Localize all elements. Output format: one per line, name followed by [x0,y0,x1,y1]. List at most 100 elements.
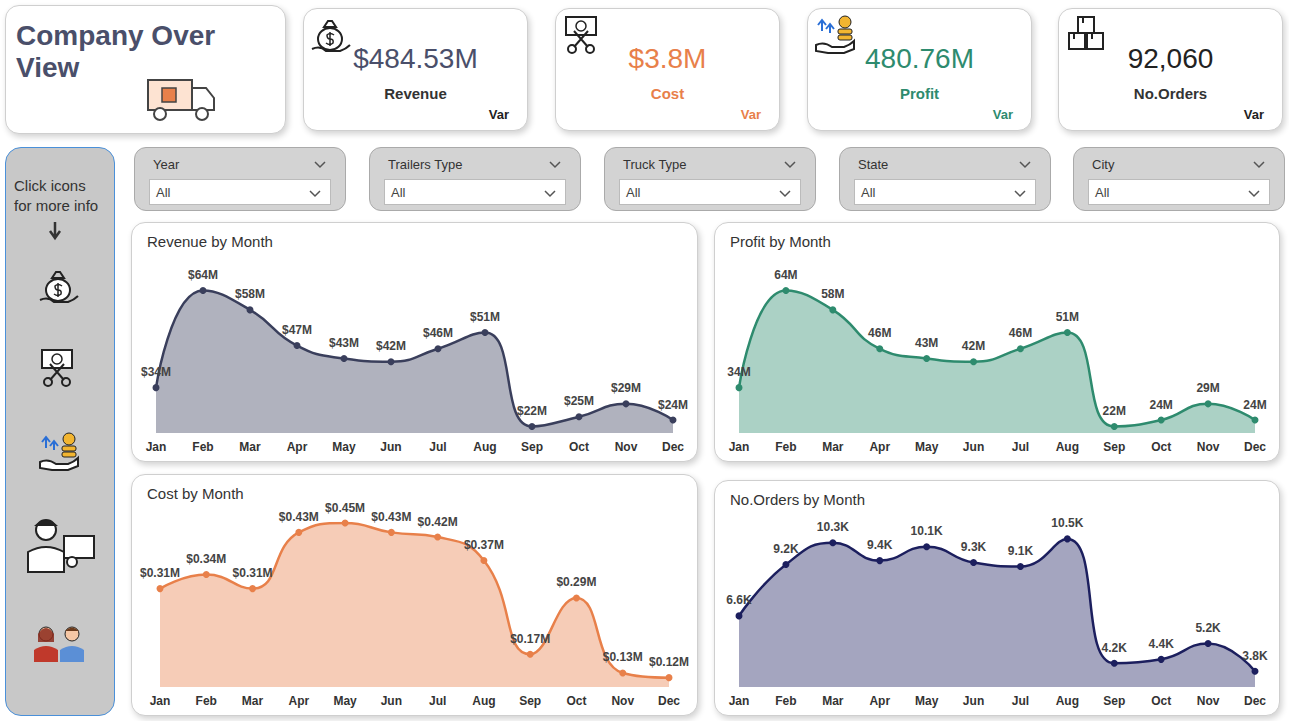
svg-text:Apr: Apr [869,440,890,454]
svg-text:Apr: Apr [869,694,890,708]
svg-text:Nov: Nov [1197,440,1220,454]
svg-text:Feb: Feb [775,440,796,454]
svg-text:$34M: $34M [141,365,171,379]
svg-text:10.3K: 10.3K [817,520,849,534]
svg-text:4.2K: 4.2K [1102,641,1128,655]
svg-text:$0.45M: $0.45M [325,501,365,515]
svg-text:$43M: $43M [329,336,359,350]
svg-text:24M: 24M [1243,398,1266,412]
svg-text:9.2K: 9.2K [773,542,799,556]
svg-text:Sep: Sep [521,440,543,454]
svg-text:Oct: Oct [566,694,586,708]
svg-text:Aug: Aug [1056,440,1079,454]
svg-text:$0.17M: $0.17M [510,632,550,646]
svg-text:42M: 42M [962,339,985,353]
svg-text:Profit by Month: Profit by Month [730,233,831,250]
svg-text:$0.43M: $0.43M [371,510,411,524]
svg-text:5.2K: 5.2K [1195,621,1221,635]
svg-text:43M: 43M [915,336,938,350]
svg-text:10.1K: 10.1K [911,524,943,538]
svg-text:Feb: Feb [196,694,217,708]
svg-text:3.8K: 3.8K [1242,649,1268,663]
svg-text:Jan: Jan [729,440,750,454]
svg-text:9.4K: 9.4K [867,538,893,552]
svg-text:46M: 46M [1009,326,1032,340]
svg-text:Nov: Nov [1197,694,1220,708]
svg-text:Dec: Dec [1244,694,1266,708]
svg-text:Aug: Aug [1056,694,1079,708]
svg-text:58M: 58M [821,287,844,301]
svg-text:Jun: Jun [963,440,984,454]
svg-text:Dec: Dec [658,694,680,708]
svg-text:Feb: Feb [775,694,796,708]
svg-text:$51M: $51M [470,310,500,324]
svg-text:4.4K: 4.4K [1149,637,1175,651]
svg-text:22M: 22M [1103,404,1126,418]
svg-text:Mar: Mar [822,694,844,708]
svg-text:Jul: Jul [1012,440,1029,454]
svg-text:Sep: Sep [1103,440,1125,454]
svg-text:Apr: Apr [287,440,308,454]
svg-text:34M: 34M [727,365,750,379]
svg-text:Feb: Feb [192,440,213,454]
svg-text:$58M: $58M [235,287,265,301]
svg-text:Jun: Jun [380,440,401,454]
svg-text:$0.13M: $0.13M [603,650,643,664]
svg-text:May: May [915,694,939,708]
svg-text:May: May [915,440,939,454]
svg-text:Jul: Jul [429,694,446,708]
svg-text:Jul: Jul [429,440,446,454]
svg-text:$0.31M: $0.31M [140,566,180,580]
svg-text:May: May [333,694,357,708]
svg-text:$0.12M: $0.12M [649,655,689,669]
svg-text:Sep: Sep [1103,694,1125,708]
svg-text:$29M: $29M [611,381,641,395]
svg-text:Jan: Jan [729,694,750,708]
svg-text:Dec: Dec [662,440,684,454]
svg-text:24M: 24M [1150,398,1173,412]
svg-text:$22M: $22M [517,404,547,418]
svg-text:51M: 51M [1056,310,1079,324]
svg-text:Oct: Oct [1151,694,1171,708]
svg-text:10.5K: 10.5K [1051,516,1083,530]
svg-text:Jan: Jan [150,694,171,708]
svg-text:Oct: Oct [569,440,589,454]
svg-text:Cost by Month: Cost by Month [147,485,244,502]
svg-text:46M: 46M [868,326,891,340]
svg-text:Jan: Jan [146,440,167,454]
svg-text:Jun: Jun [963,694,984,708]
svg-text:64M: 64M [774,268,797,282]
svg-text:Dec: Dec [1244,440,1266,454]
svg-text:Sep: Sep [519,694,541,708]
svg-text:Mar: Mar [822,440,844,454]
svg-text:Revenue by Month: Revenue by Month [147,233,273,250]
svg-text:$0.34M: $0.34M [186,552,226,566]
svg-text:Aug: Aug [472,694,495,708]
svg-text:$0.29M: $0.29M [556,575,596,589]
svg-text:$64M: $64M [188,268,218,282]
svg-text:9.1K: 9.1K [1008,544,1034,558]
svg-text:$46M: $46M [423,326,453,340]
svg-text:$0.43M: $0.43M [279,510,319,524]
svg-text:No.Orders by Month: No.Orders by Month [730,491,865,508]
svg-text:Aug: Aug [473,440,496,454]
svg-text:Jun: Jun [381,694,402,708]
svg-text:Oct: Oct [1151,440,1171,454]
svg-text:Mar: Mar [239,440,261,454]
svg-text:6.6K: 6.6K [726,593,752,607]
svg-text:May: May [332,440,356,454]
svg-text:$42M: $42M [376,339,406,353]
svg-text:Nov: Nov [611,694,634,708]
svg-text:Jul: Jul [1012,694,1029,708]
svg-text:$0.31M: $0.31M [233,566,273,580]
svg-text:Nov: Nov [615,440,638,454]
svg-text:Apr: Apr [288,694,309,708]
svg-text:29M: 29M [1196,381,1219,395]
svg-text:Mar: Mar [242,694,264,708]
svg-text:$47M: $47M [282,323,312,337]
svg-text:$24M: $24M [658,398,688,412]
svg-text:$0.37M: $0.37M [464,538,504,552]
svg-text:$25M: $25M [564,394,594,408]
svg-text:9.3K: 9.3K [961,540,987,554]
svg-text:$0.42M: $0.42M [418,515,458,529]
